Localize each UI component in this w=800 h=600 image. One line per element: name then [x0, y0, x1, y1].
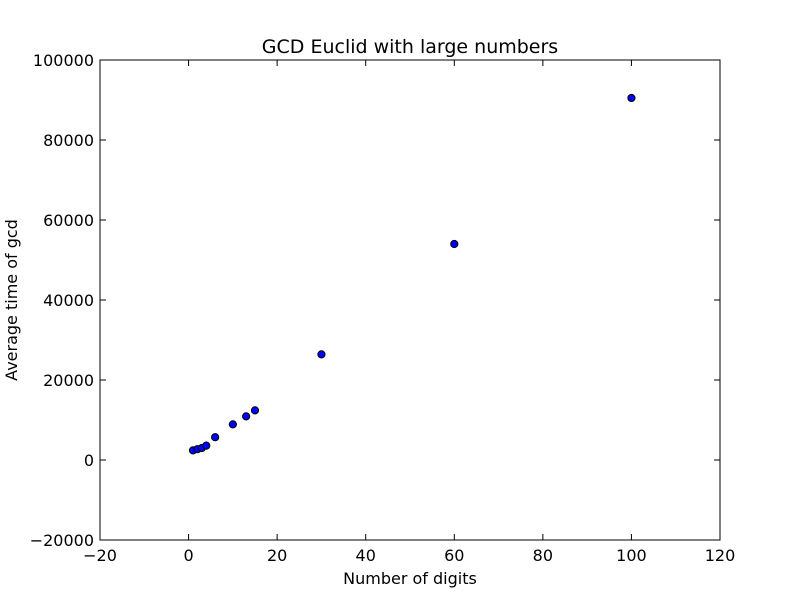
data-point: [250, 406, 260, 415]
axis-ticks: −20 0 20 40 60 80 100 120 −20000 0 20000 40000 60000…: [30, 51, 736, 565]
y-tick-label: 0: [84, 451, 94, 470]
x-tick-label: 100: [616, 546, 647, 565]
y-axis-label: Average time of gcd: [2, 219, 21, 381]
data-point: [228, 420, 237, 429]
data-points: [188, 93, 636, 455]
x-tick-label: 20: [267, 546, 287, 565]
data-point: [202, 441, 211, 450]
plot-frame: [99, 59, 721, 541]
data-point: [242, 412, 251, 421]
x-tick-label: −20: [83, 546, 117, 565]
y-tick-label: 80000: [43, 131, 94, 150]
data-point: [627, 93, 636, 103]
x-tick-label: 120: [705, 546, 736, 565]
x-tick-label: 80: [533, 546, 553, 565]
y-tick-label: 60000: [43, 211, 94, 230]
y-tick-label: 100000: [33, 51, 94, 70]
x-tick-label: 60: [444, 546, 464, 565]
y-tick-label: 20000: [43, 371, 94, 390]
chart-title: GCD Euclid with large numbers: [262, 36, 558, 58]
x-axis-label: Number of digits: [343, 569, 477, 588]
data-point: [317, 350, 326, 359]
data-point: [211, 433, 220, 442]
y-tick-label: 40000: [43, 291, 94, 310]
x-tick-label: 0: [183, 546, 193, 565]
plot-background: [100, 60, 720, 540]
x-tick-label: 40: [356, 546, 376, 565]
y-tick-label: −20000: [30, 531, 94, 550]
data-point: [450, 239, 459, 249]
